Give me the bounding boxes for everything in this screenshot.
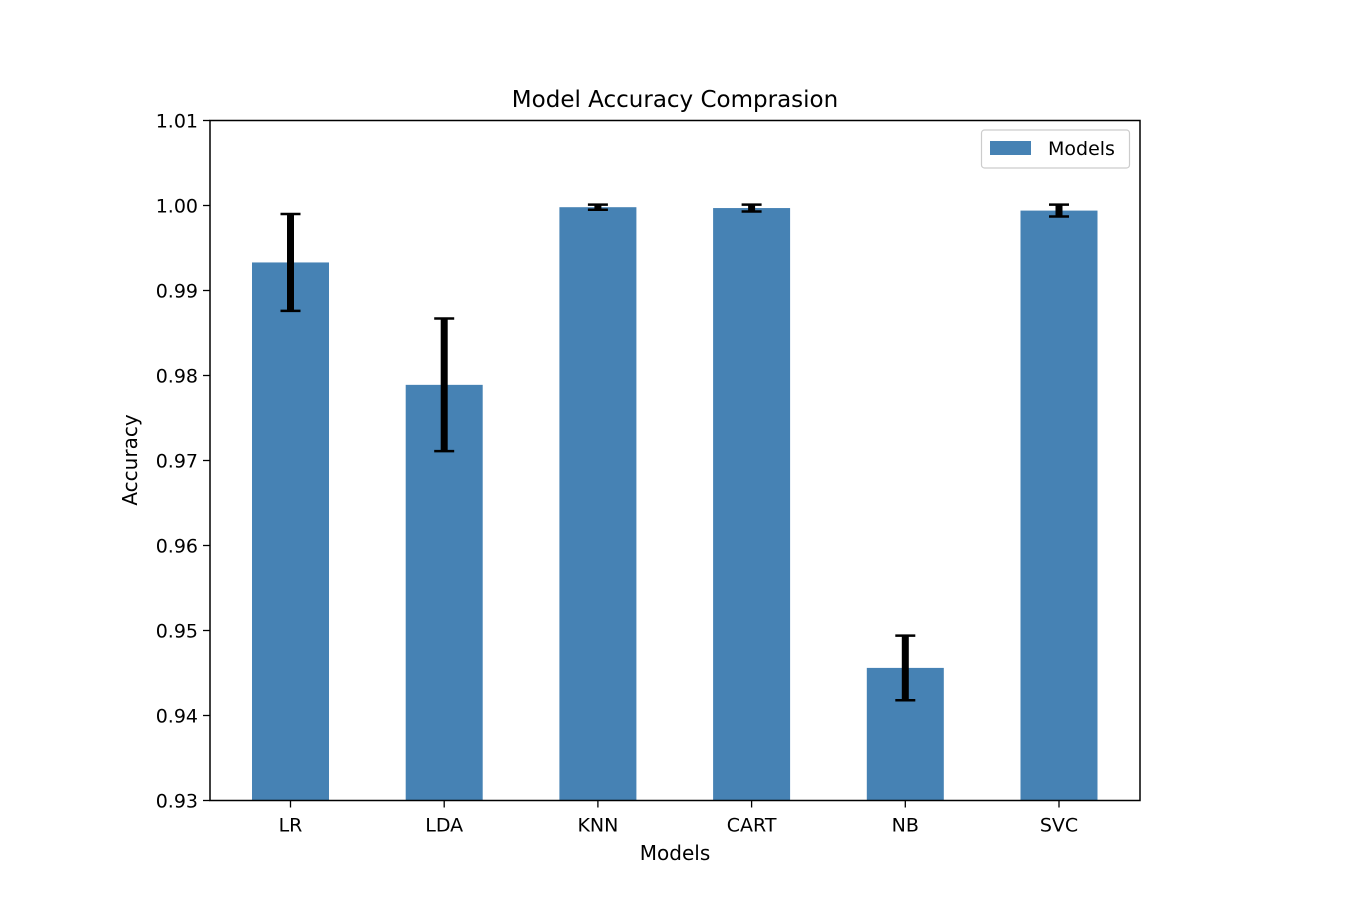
x-tick-label-lr: LR — [279, 815, 303, 837]
bar-knn — [559, 207, 637, 801]
y-tick-label-3: 0.96 — [156, 536, 198, 558]
x-tick-label-svc: SVC — [1040, 815, 1078, 837]
y-tick-label-6: 0.99 — [156, 281, 198, 303]
error-bar-lda — [434, 317, 455, 453]
y-tick-label-0: 0.93 — [156, 791, 198, 813]
bar-lda — [405, 384, 483, 801]
error-bar-svc — [1049, 203, 1069, 218]
x-tick-label-cart: CART — [727, 815, 777, 837]
y-tick-label-5: 0.98 — [156, 366, 198, 388]
error-bar-knn — [587, 203, 608, 211]
bars-group — [252, 207, 1098, 801]
error-bar-cart — [741, 203, 762, 213]
y-tick-label-8: 1.01 — [156, 111, 198, 133]
error-bar-lr — [280, 212, 301, 313]
y-tick-label-2: 0.95 — [156, 621, 198, 643]
x-axis-title: Models — [640, 841, 710, 865]
y-tick-label-7: 1.00 — [156, 196, 198, 218]
y-tick-label-1: 0.94 — [156, 706, 198, 728]
y-axis-title: Accuracy — [118, 414, 142, 505]
legend-label: Models — [1048, 138, 1115, 160]
error-bar-nb — [895, 634, 916, 702]
chart-title: Model Accuracy Comprasion — [512, 87, 838, 113]
x-tick-label-lda: LDA — [425, 815, 463, 837]
x-axis: LR LDA KNN CART NB SVC — [279, 800, 1078, 837]
plot-frame — [209, 119, 1141, 802]
y-tick-label-4: 0.97 — [156, 451, 198, 473]
y-axis: 0.93 0.94 0.95 0.96 0.97 0.98 0.99 1.00 1.01 — [156, 111, 210, 813]
legend-swatch — [990, 141, 1031, 155]
legend: Models — [980, 129, 1131, 169]
x-tick-label-nb: NB — [892, 815, 919, 837]
bar-cart — [713, 208, 791, 801]
x-tick-label-knn: KNN — [577, 815, 618, 837]
error-bars-group — [280, 203, 1069, 702]
legend-frame — [980, 129, 1131, 169]
bar-svc — [1020, 210, 1098, 801]
bar-lr — [252, 262, 329, 801]
